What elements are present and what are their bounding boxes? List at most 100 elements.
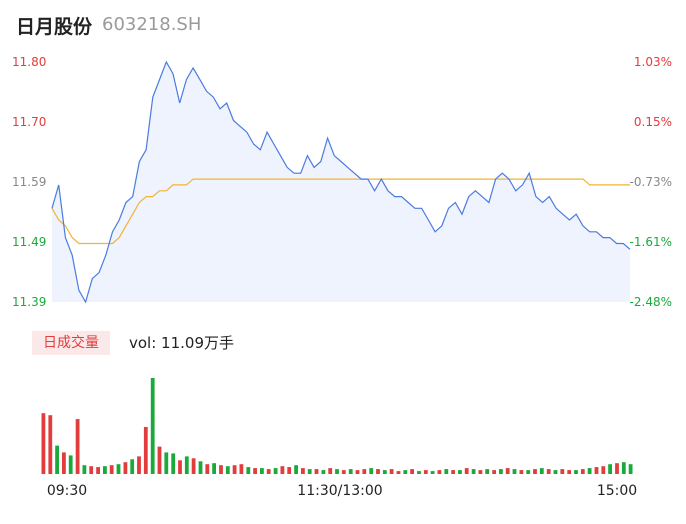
- volume-bar: [341, 470, 346, 474]
- y-tick-right: -1.61%: [630, 235, 672, 249]
- volume-bar: [287, 467, 292, 474]
- volume-bar: [307, 469, 312, 474]
- volume-bar: [191, 458, 196, 474]
- volume-bar: [225, 466, 230, 474]
- volume-bar: [75, 419, 80, 474]
- volume-bar: [369, 468, 374, 474]
- volume-type-badge[interactable]: 日成交量: [32, 331, 110, 355]
- volume-bar: [212, 463, 216, 474]
- y-tick-left: 11.70: [12, 115, 46, 129]
- volume-bar: [239, 464, 244, 474]
- stock-code: 603218.SH: [102, 14, 202, 35]
- volume-bar: [335, 469, 339, 474]
- y-tick-left: 11.49: [12, 235, 46, 249]
- volume-bar: [403, 470, 408, 474]
- volume-bar: [417, 471, 421, 474]
- volume-bar: [478, 470, 483, 474]
- volume-bar: [553, 470, 558, 474]
- volume-bar: [301, 468, 305, 474]
- average-price-line: [51, 178, 630, 245]
- y-tick-right: 0.15%: [634, 115, 672, 129]
- volume-summary: vol: 11.09万手: [129, 334, 234, 352]
- volume-bar: [621, 462, 626, 474]
- volume-bar: [130, 459, 135, 474]
- volume-bar: [560, 469, 565, 474]
- volume-bar: [294, 465, 298, 474]
- volume-bar: [157, 446, 162, 474]
- volume-bar: [266, 469, 271, 474]
- volume-bar: [437, 470, 442, 474]
- volume-bar: [143, 427, 148, 474]
- volume-bar: [328, 468, 333, 474]
- volume-bar: [150, 378, 155, 474]
- x-tick-label: 09:30: [47, 483, 87, 499]
- volume-bar: [512, 469, 517, 474]
- y-tick-right: -0.73%: [630, 175, 672, 189]
- volume-bar: [574, 470, 578, 474]
- volume-bar: [355, 470, 360, 474]
- volume-bar: [539, 468, 544, 474]
- volume-bar: [232, 465, 237, 474]
- volume-bar: [96, 467, 100, 474]
- price-line: [51, 60, 631, 304]
- volume-bar: [376, 469, 380, 474]
- volume-bar: [533, 469, 537, 474]
- volume-bar: [615, 463, 619, 474]
- y-tick-left: 11.80: [12, 55, 46, 69]
- volume-bar: [260, 468, 264, 474]
- y-tick-right: -2.48%: [630, 295, 672, 309]
- volume-bar: [62, 452, 66, 474]
- price-area-fill: [52, 62, 630, 302]
- volume-bar: [55, 445, 59, 474]
- volume-bar: [205, 464, 210, 474]
- y-tick-left: 11.59: [12, 175, 46, 189]
- volume-bar: [526, 470, 531, 474]
- volume-bar: [601, 466, 606, 474]
- volume-bar: [519, 470, 524, 474]
- volume-bar: [499, 469, 503, 474]
- volume-bar: [48, 415, 53, 474]
- volume-bar: [444, 469, 449, 474]
- volume-bar: [178, 460, 182, 474]
- y-tick-left: 11.39: [12, 295, 46, 309]
- volume-bar: [123, 462, 128, 474]
- volume-bar: [82, 465, 87, 474]
- volume-bar: [608, 464, 612, 474]
- volume-bar: [68, 455, 73, 474]
- volume-bar: [198, 461, 203, 474]
- volume-bar: [137, 456, 141, 474]
- volume-bar: [348, 469, 353, 474]
- stock-name: 日月股份: [16, 16, 93, 38]
- volume-bar: [587, 468, 592, 474]
- volume-bar: [580, 469, 585, 474]
- volume-bar: [362, 469, 367, 474]
- volume-bar: [485, 469, 490, 474]
- volume-bar: [430, 471, 435, 474]
- volume-bar: [471, 469, 476, 474]
- volume-bar: [505, 468, 510, 474]
- volume-bar: [410, 469, 414, 474]
- volume-bar: [314, 469, 319, 474]
- volume-bar: [164, 452, 169, 474]
- volume-bar: [89, 466, 94, 474]
- volume-bar: [273, 468, 278, 474]
- volume-bar: [389, 469, 394, 474]
- volume-bar: [492, 470, 496, 474]
- volume-bar: [451, 470, 455, 474]
- volume-bar: [280, 466, 285, 474]
- volume-bar: [116, 464, 121, 474]
- volume-bar: [458, 470, 462, 474]
- volume-bar: [253, 468, 257, 474]
- volume-bar: [184, 456, 189, 474]
- volume-bar: [396, 471, 401, 474]
- volume-bar: [464, 468, 469, 474]
- volume-bar: [109, 465, 114, 474]
- volume-bar: [321, 470, 326, 474]
- x-tick-label: 15:00: [597, 483, 637, 499]
- volume-bar: [171, 453, 176, 474]
- volume-bar: [567, 470, 572, 474]
- volume-bar: [423, 470, 428, 474]
- volume-bar: [628, 464, 633, 474]
